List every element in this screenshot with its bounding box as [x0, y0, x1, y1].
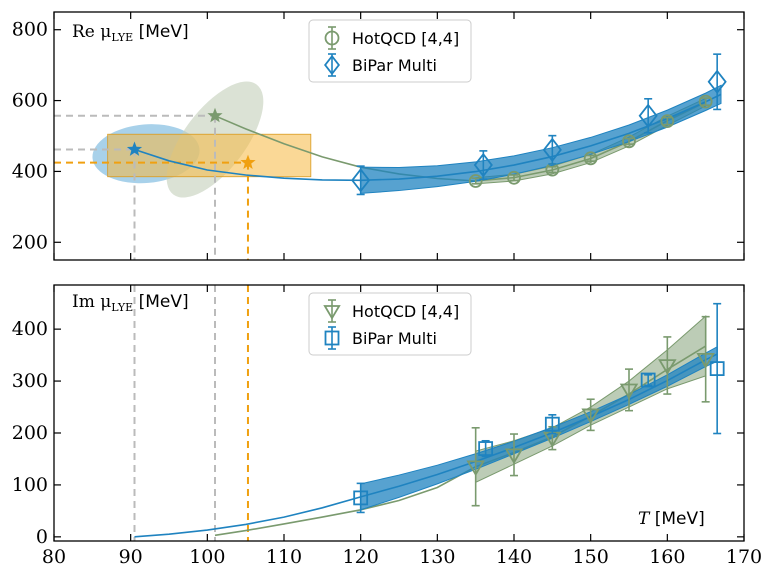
top-panel: 200 400 600 800 Re μLYE [MeV] HotQCD [4,4] B… — [12, 11, 745, 261]
x-tick-label-130: 130 — [419, 546, 455, 568]
bottom-panel: 0 100 200 300 400 80 90 100 110 120 130 140 150 160 1… — [12, 284, 762, 568]
bottom-hotqcd-point-5 — [658, 359, 677, 375]
x-tick-label-140: 140 — [496, 546, 532, 568]
x-tick-label-90: 90 — [119, 546, 143, 568]
top-bipar-point-4 — [707, 69, 727, 95]
top-hotqcd-point-4 — [622, 134, 636, 149]
top-hotqcd-point-6 — [698, 94, 713, 109]
top-hotqcd-point-3 — [583, 151, 598, 166]
top-axes-frame — [53, 11, 745, 261]
bottom-hotqcd-point-4 — [619, 383, 639, 400]
top-y-axis: 200 400 600 800 — [12, 19, 744, 253]
y-tick-label-400: 400 — [12, 160, 48, 182]
legend-marker-0 — [324, 30, 340, 46]
top-hotqcd-point-1 — [507, 170, 521, 185]
y-tick-label-200: 200 — [12, 231, 48, 253]
legend-frame — [308, 292, 472, 356]
bottom-plot-area — [133, 285, 725, 541]
top-bipar-point-4-bg — [708, 73, 726, 91]
bottom-legend: HotQCD [4,4] BiPar Multi — [308, 292, 472, 356]
legend-label-1: BiPar Multi — [352, 56, 437, 75]
y-tick-label-200: 200 — [12, 422, 48, 444]
top-bipar-extrapolation — [134, 148, 361, 182]
bottom-x-axis: 80 90 100 110 120 130 140 150 160 170 — [42, 285, 762, 568]
x-tick-label-160: 160 — [649, 546, 685, 568]
top-bipar-point-0 — [351, 168, 371, 193]
top-ylabel: Re μLYE [MeV] — [72, 22, 189, 44]
bottom-ylabel: Im μLYE [MeV] — [72, 292, 189, 314]
x-tick-label-150: 150 — [573, 546, 609, 568]
legend-marker-1 — [324, 54, 340, 76]
critical-star-2 — [240, 154, 256, 169]
bottom-bipar-point-1 — [478, 441, 494, 456]
top-legend: HotQCD [4,4] BiPar Multi — [308, 19, 472, 83]
bottom-y-axis: 0 100 200 300 400 — [12, 318, 744, 548]
bottom-hotqcd-extrapolation — [214, 465, 477, 537]
legend-marker-0 — [323, 305, 341, 320]
legend-label-0: HotQCD [4,4] — [352, 29, 459, 48]
bottom-hotqcd-point-6 — [696, 352, 715, 369]
top-bipar-point-1 — [473, 152, 493, 178]
bottom-bipar-point-0 — [353, 490, 369, 506]
top-bipar-band — [360, 84, 722, 194]
top-bipar-point-3 — [638, 103, 658, 129]
x-tick-label-110: 110 — [266, 546, 302, 568]
bottom-bipar-extrapolation — [134, 496, 361, 538]
x-tick-label-100: 100 — [189, 546, 225, 568]
bottom-axes-frame — [53, 284, 745, 542]
top-plot-area — [54, 53, 727, 260]
critical-star-0 — [126, 141, 143, 156]
top-hotqcd-point-5 — [660, 114, 675, 129]
y-tick-label-100: 100 — [12, 474, 48, 496]
top-bipar-point-2 — [542, 137, 562, 163]
y-tick-label-0: 0 — [36, 526, 48, 548]
y-tick-label-800: 800 — [12, 19, 48, 41]
y-tick-label-600: 600 — [12, 90, 48, 112]
bottom-bipar-point-3 — [640, 372, 656, 388]
top-x-ticks — [53, 12, 745, 260]
bottom-bipar-point-2 — [544, 416, 560, 432]
bottom-bipar-point-4 — [709, 361, 725, 377]
x-axis-label: T [MeV] — [638, 509, 705, 529]
legend-label-1: BiPar Multi — [352, 329, 437, 348]
top-bipar-point-0-bg — [352, 171, 370, 189]
critical-star-1 — [207, 107, 223, 123]
top-bipar-point-3-bg — [639, 107, 657, 125]
x-tick-label-120: 120 — [343, 546, 379, 568]
bottom-hotqcd-point-0 — [466, 460, 485, 477]
top-hotqcd-point-0 — [468, 174, 483, 188]
top-bipar-point-2-bg — [543, 141, 561, 159]
bottom-hotqcd-point-1 — [504, 448, 524, 465]
x-tick-label-170: 170 — [726, 546, 762, 568]
top-bipar-point-1-bg — [474, 156, 492, 174]
y-tick-label-400: 400 — [12, 318, 48, 340]
bottom-hotqcd-point-3 — [581, 408, 600, 425]
y-tick-label-300: 300 — [12, 370, 48, 392]
legend-marker-1 — [324, 330, 340, 346]
legend-frame — [308, 19, 472, 83]
legend-label-0: HotQCD [4,4] — [352, 302, 459, 321]
x-tick-label-80: 80 — [42, 546, 66, 568]
